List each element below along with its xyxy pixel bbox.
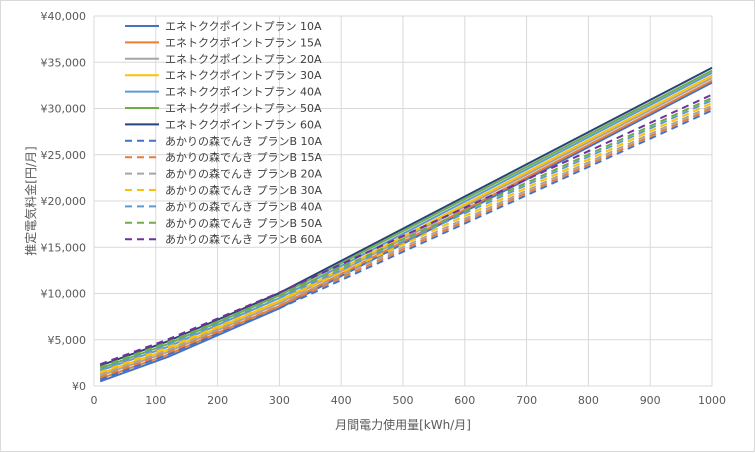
series-line-10 <box>99 104 713 376</box>
y-tick-label: ¥10,000 <box>41 288 87 301</box>
grid-layer <box>93 15 713 387</box>
series-line-7 <box>99 66 713 367</box>
legend-entry-label: あかりの森でんき プランB 30A <box>165 183 323 197</box>
series-line-11 <box>99 102 713 374</box>
x-axis-title: 月間電力使用量[kWh/月] <box>335 417 471 432</box>
y-tick-label: ¥15,000 <box>41 241 87 254</box>
legend-entry-label: エネトククポイントプラン 20A <box>165 53 322 66</box>
legend-entry-label: あかりの森でんき プランB 15A <box>165 150 323 164</box>
x-tick-label: 300 <box>269 394 290 407</box>
x-tick-label: 200 <box>207 394 228 407</box>
x-tick-label: 600 <box>454 394 475 407</box>
series-layer <box>99 66 713 383</box>
legend: エネトククポイントプラン 10A エネトククポイントプラン 15A エネトククポイン… <box>125 20 323 246</box>
series-line-13 <box>99 96 713 368</box>
legend-entry-label: あかりの森でんき プランB 20A <box>165 167 323 181</box>
y-tick-label: ¥5,000 <box>48 334 87 347</box>
legend-entry-label: エネトククポイントプラン 40A <box>165 86 322 99</box>
series-line-9 <box>99 107 713 379</box>
x-tick-label: 500 <box>393 394 414 407</box>
y-tick-label: ¥35,000 <box>41 56 87 69</box>
legend-entry-label: エネトククポイントプラン 30A <box>165 69 322 82</box>
series-line-12 <box>99 99 713 371</box>
y-tick-label: ¥20,000 <box>41 195 87 208</box>
legend-entry-label: エネトククポイントプラン 50A <box>165 102 322 115</box>
x-tick-label: 1000 <box>698 394 726 407</box>
y-tick-label: ¥40,000 <box>41 10 87 23</box>
legend-entry-label: エネトククポイントプラン 15A <box>165 36 322 49</box>
legend-entry-label: あかりの森でんき プランB 50A <box>165 216 323 230</box>
legend-entry-label: エネトククポイントプラン 60A <box>165 118 322 131</box>
x-tick-label: 400 <box>331 394 352 407</box>
x-tick-label: 900 <box>640 394 661 407</box>
y-axis-title: 推定電気料金[円/月] <box>23 146 38 255</box>
series-line-1 <box>99 81 713 383</box>
y-tick-label: ¥25,000 <box>41 149 87 162</box>
y-tick-label: ¥0 <box>72 380 86 393</box>
x-tick-label: 700 <box>516 394 537 407</box>
legend-entry-label: あかりの森でんき プランB 40A <box>165 199 323 213</box>
legend-entry-label: あかりの森でんき プランB 60A <box>165 232 323 246</box>
legend-entry-label: あかりの森でんき プランB 10A <box>165 134 323 148</box>
y-tick-label: ¥30,000 <box>41 103 87 116</box>
x-tick-label: 0 <box>91 394 98 407</box>
series-line-14 <box>99 93 713 366</box>
series-line-8 <box>99 109 713 381</box>
x-tick-label: 100 <box>145 394 166 407</box>
legend-entry-label: エネトククポイントプラン 10A <box>165 20 322 33</box>
axis-layer: ¥0 ¥5,000 ¥10,000 ¥15,000 ¥20,000 ¥25,000 ¥30,… <box>41 10 727 407</box>
x-tick-label: 800 <box>578 394 599 407</box>
